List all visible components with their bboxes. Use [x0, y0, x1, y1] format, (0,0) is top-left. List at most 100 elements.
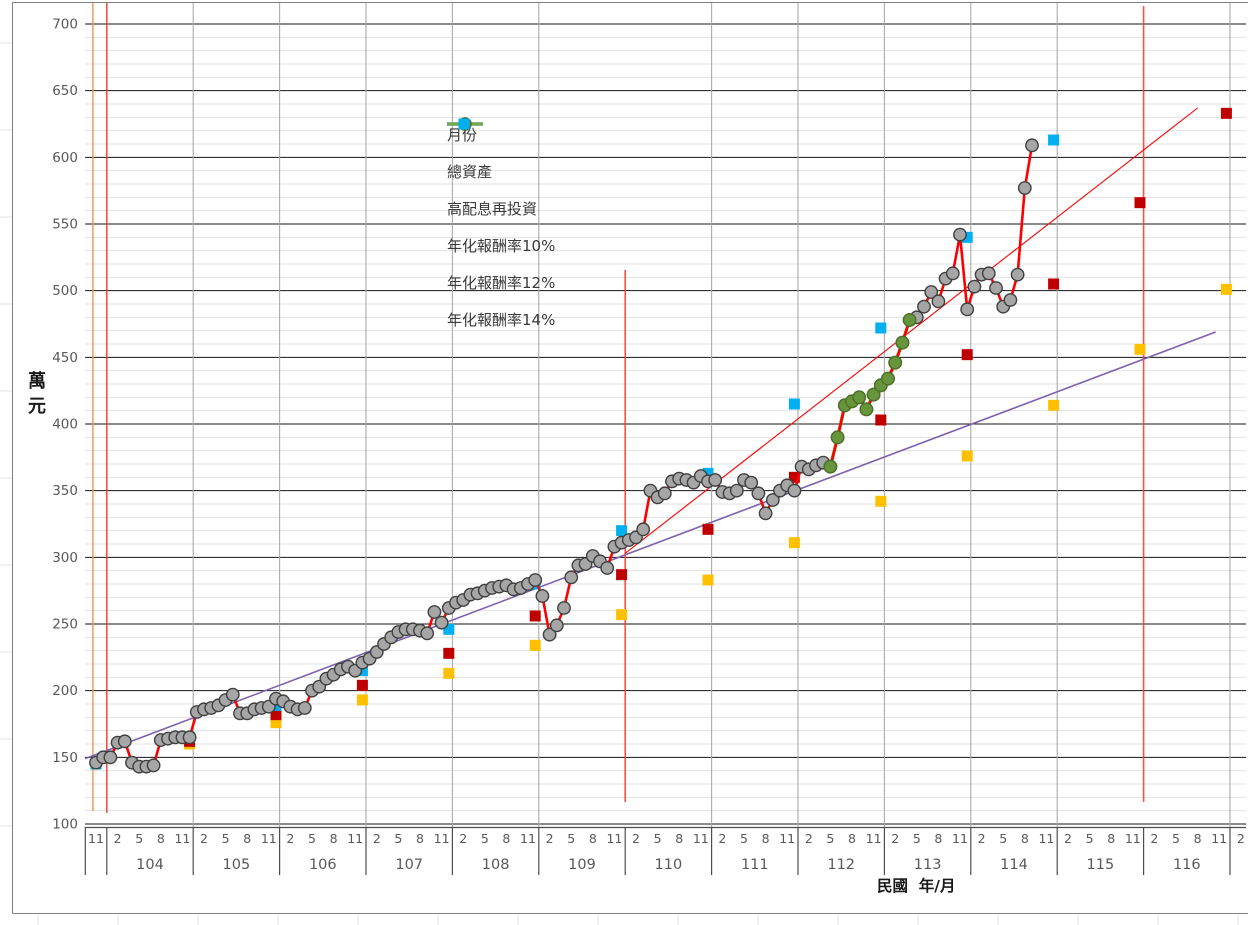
x-month-label: 2	[546, 831, 554, 846]
annual-marker-12pct	[529, 610, 541, 622]
y-tick-label: 550	[52, 217, 78, 233]
annual-marker-10pct	[1048, 399, 1060, 411]
total-assets-point	[1010, 267, 1025, 282]
series-line-total-assets[interactable]	[95, 145, 1034, 768]
x-month-label: 5	[1086, 831, 1094, 846]
total-assets-point	[182, 730, 197, 745]
annual-marker-12pct	[788, 471, 800, 483]
x-month-label: 2	[114, 831, 122, 846]
x-month-label: 8	[1021, 831, 1029, 846]
total-assets-point	[1017, 181, 1032, 195]
legend-item-1[interactable]: 總資產	[446, 117, 555, 191]
total-assets-point	[924, 285, 939, 299]
annual-marker-10pct	[270, 717, 282, 729]
total-assets-point	[146, 758, 161, 773]
total-assets-point	[600, 561, 615, 575]
x-month-label: 8	[1107, 831, 1115, 846]
x-month-label: 11	[434, 831, 450, 846]
x-year-label: 111	[741, 857, 769, 873]
y-tick-label: 600	[52, 150, 78, 166]
annual-marker-10pct	[788, 537, 800, 549]
legend-item-2[interactable]: 高配息再投資	[446, 117, 555, 228]
total-assets-point	[751, 486, 766, 501]
x-month-label: 11	[261, 831, 277, 846]
x-month-label: 8	[330, 831, 338, 846]
total-assets-point	[945, 266, 960, 281]
legend-item-3[interactable]: 年化報酬率10%	[446, 118, 556, 265]
legend-item-4[interactable]: 年化報酬率12%	[446, 118, 555, 302]
y-tick-label: 250	[52, 617, 78, 633]
legend-item-label: 高配息再投資	[447, 200, 538, 218]
total-assets-point	[960, 302, 975, 317]
total-assets-point	[758, 506, 773, 521]
legend-swatch-square-icon	[458, 118, 470, 130]
annual-marker-14pct	[616, 525, 628, 537]
x-year-label: 104	[136, 857, 164, 873]
annual-marker-10pct	[1220, 283, 1232, 295]
purple-linear-trend	[84, 331, 1216, 760]
total-assets-point	[744, 475, 759, 490]
x-month-label: 5	[826, 831, 834, 846]
total-assets-point	[1025, 138, 1039, 153]
legend-item-5[interactable]: 年化報酬率14%	[446, 118, 556, 339]
annual-marker-10pct	[443, 667, 455, 679]
total-assets-point	[787, 483, 802, 498]
x-year-label: 112	[827, 857, 855, 873]
x-month-label: 5	[740, 831, 748, 846]
legend-item-label: 年化報酬率10%	[447, 237, 556, 255]
annual-marker-12pct	[616, 569, 628, 581]
y-tick-label: 450	[52, 350, 78, 366]
dividend-reinvest-point	[830, 430, 845, 445]
total-assets-point	[557, 601, 571, 615]
x-year-label: 109	[568, 857, 596, 873]
annual-marker-10pct	[616, 609, 628, 621]
annual-marker-14pct	[702, 467, 714, 479]
x-month-label: 5	[1172, 831, 1180, 846]
total-assets-point	[931, 294, 946, 309]
y-tick-label: 200	[52, 683, 78, 699]
x-month-label: 5	[135, 831, 143, 846]
total-assets-point	[542, 627, 557, 642]
total-assets-point	[549, 618, 564, 633]
x-month-label: 8	[502, 831, 510, 846]
x-year-label: 106	[309, 857, 337, 873]
x-year-label: 115	[1087, 857, 1115, 873]
x-month-label: 2	[373, 831, 381, 846]
annual-marker-14pct	[875, 322, 887, 334]
total-assets-point	[225, 687, 240, 702]
annual-marker-12pct	[961, 349, 973, 361]
annual-marker-12pct	[875, 414, 887, 426]
annual-marker-10pct	[1134, 343, 1146, 355]
y-tick-label: 700	[52, 17, 78, 33]
annual-marker-12pct	[356, 679, 368, 691]
y-tick-label: 300	[52, 550, 78, 566]
x-month-label: 8	[848, 831, 856, 846]
annual-marker-10pct	[961, 450, 973, 462]
x-month-label: 11	[174, 831, 190, 846]
total-assets-point	[1003, 293, 1018, 307]
x-year-label: 114	[1000, 857, 1028, 873]
x-month-label: 11	[347, 831, 363, 846]
total-assets-point	[765, 493, 780, 507]
total-assets-point	[657, 486, 672, 501]
x-month-label: 8	[589, 831, 597, 846]
y-axis-title: 萬元	[25, 371, 46, 421]
x-month-label: 2	[459, 831, 467, 846]
total-assets-point	[528, 573, 543, 587]
dividend-reinvest-point	[902, 313, 917, 327]
annual-marker-12pct	[1134, 197, 1146, 209]
dividend-reinvest-point	[888, 355, 903, 370]
x-month-label: 8	[157, 831, 165, 846]
x-month-label: 2	[286, 831, 294, 846]
total-assets-point	[434, 615, 449, 630]
x-month-label: 8	[1194, 831, 1202, 846]
annual-marker-10pct	[529, 639, 541, 651]
annual-marker-10pct	[702, 574, 714, 586]
chart-legend: 月份 總資產 高配息再投資 年化報酬率10% 年化報酬率12% 年化報酬率14%	[446, 117, 555, 339]
legend-item-label: 年化報酬率14%	[447, 311, 556, 329]
annual-marker-12pct	[702, 523, 714, 535]
annual-marker-14pct	[443, 623, 455, 635]
x-year-label: 105	[223, 857, 251, 873]
